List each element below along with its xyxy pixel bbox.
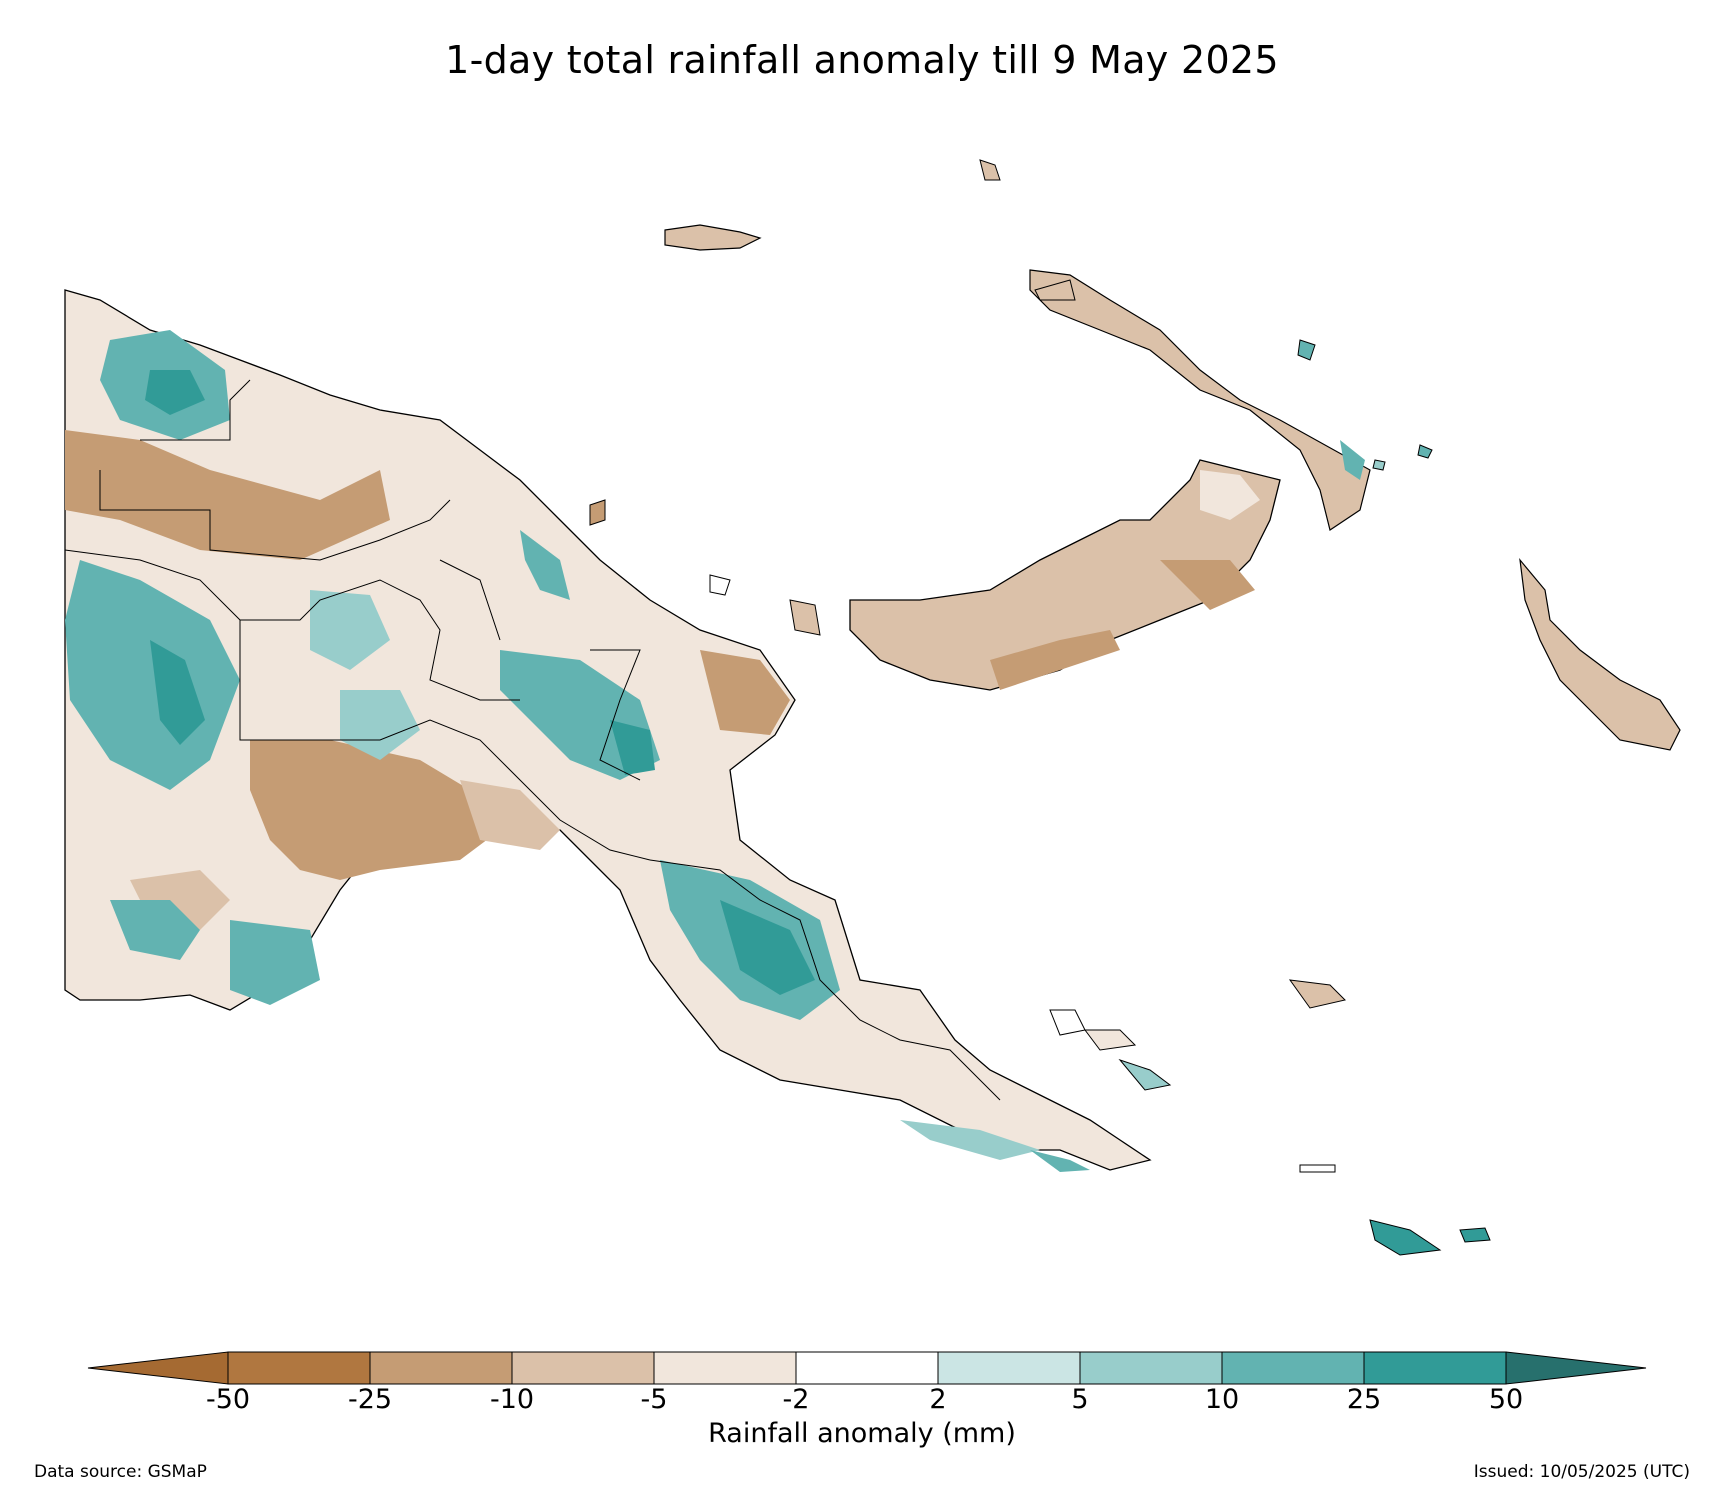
island-bougainville <box>1519 558 1681 751</box>
map-title: 1-day total rainfall anomaly till 9 May … <box>445 38 1279 82</box>
island-manus <box>664 224 762 251</box>
colorbar-tick: -25 <box>347 1384 393 1415</box>
mainland-new-guinea <box>64 289 1152 1172</box>
colorbar-tick: 5 <box>1071 1384 1089 1415</box>
colorbar-bin <box>653 1351 797 1385</box>
colorbar-tick: -50 <box>205 1384 251 1415</box>
small-islands <box>589 159 1491 1256</box>
colorbar-tick: 10 <box>1204 1384 1240 1415</box>
colorbar-bin <box>511 1351 655 1385</box>
island-new-britain <box>849 459 1281 691</box>
colorbar-tick: -5 <box>640 1384 668 1415</box>
colorbar-tick: -2 <box>782 1384 810 1415</box>
colorbar-tick: 25 <box>1346 1384 1382 1415</box>
colorbar <box>87 1351 1647 1385</box>
colorbar-tick: 50 <box>1488 1384 1524 1415</box>
colorbar-bin <box>227 1351 371 1385</box>
colorbar-bin <box>1221 1351 1365 1385</box>
colorbar-bin <box>795 1351 939 1385</box>
colorbar-tick: -10 <box>489 1384 535 1415</box>
colorbar-bin <box>1363 1351 1507 1385</box>
colorbar-tick: 2 <box>929 1384 947 1415</box>
colorbar-extend-low <box>87 1351 229 1385</box>
colorbar-label: Rainfall anomaly (mm) <box>708 1418 1016 1449</box>
data-source: Data source: GSMaP <box>34 1462 207 1482</box>
island-new-ireland <box>1029 269 1371 531</box>
colorbar-bin <box>369 1351 513 1385</box>
rainfall-map <box>64 159 1681 1256</box>
colorbar-extend-high <box>1505 1351 1647 1385</box>
issued-date: Issued: 10/05/2025 (UTC) <box>1473 1462 1690 1482</box>
colorbar-bin <box>1079 1351 1223 1385</box>
colorbar-bin <box>937 1351 1081 1385</box>
